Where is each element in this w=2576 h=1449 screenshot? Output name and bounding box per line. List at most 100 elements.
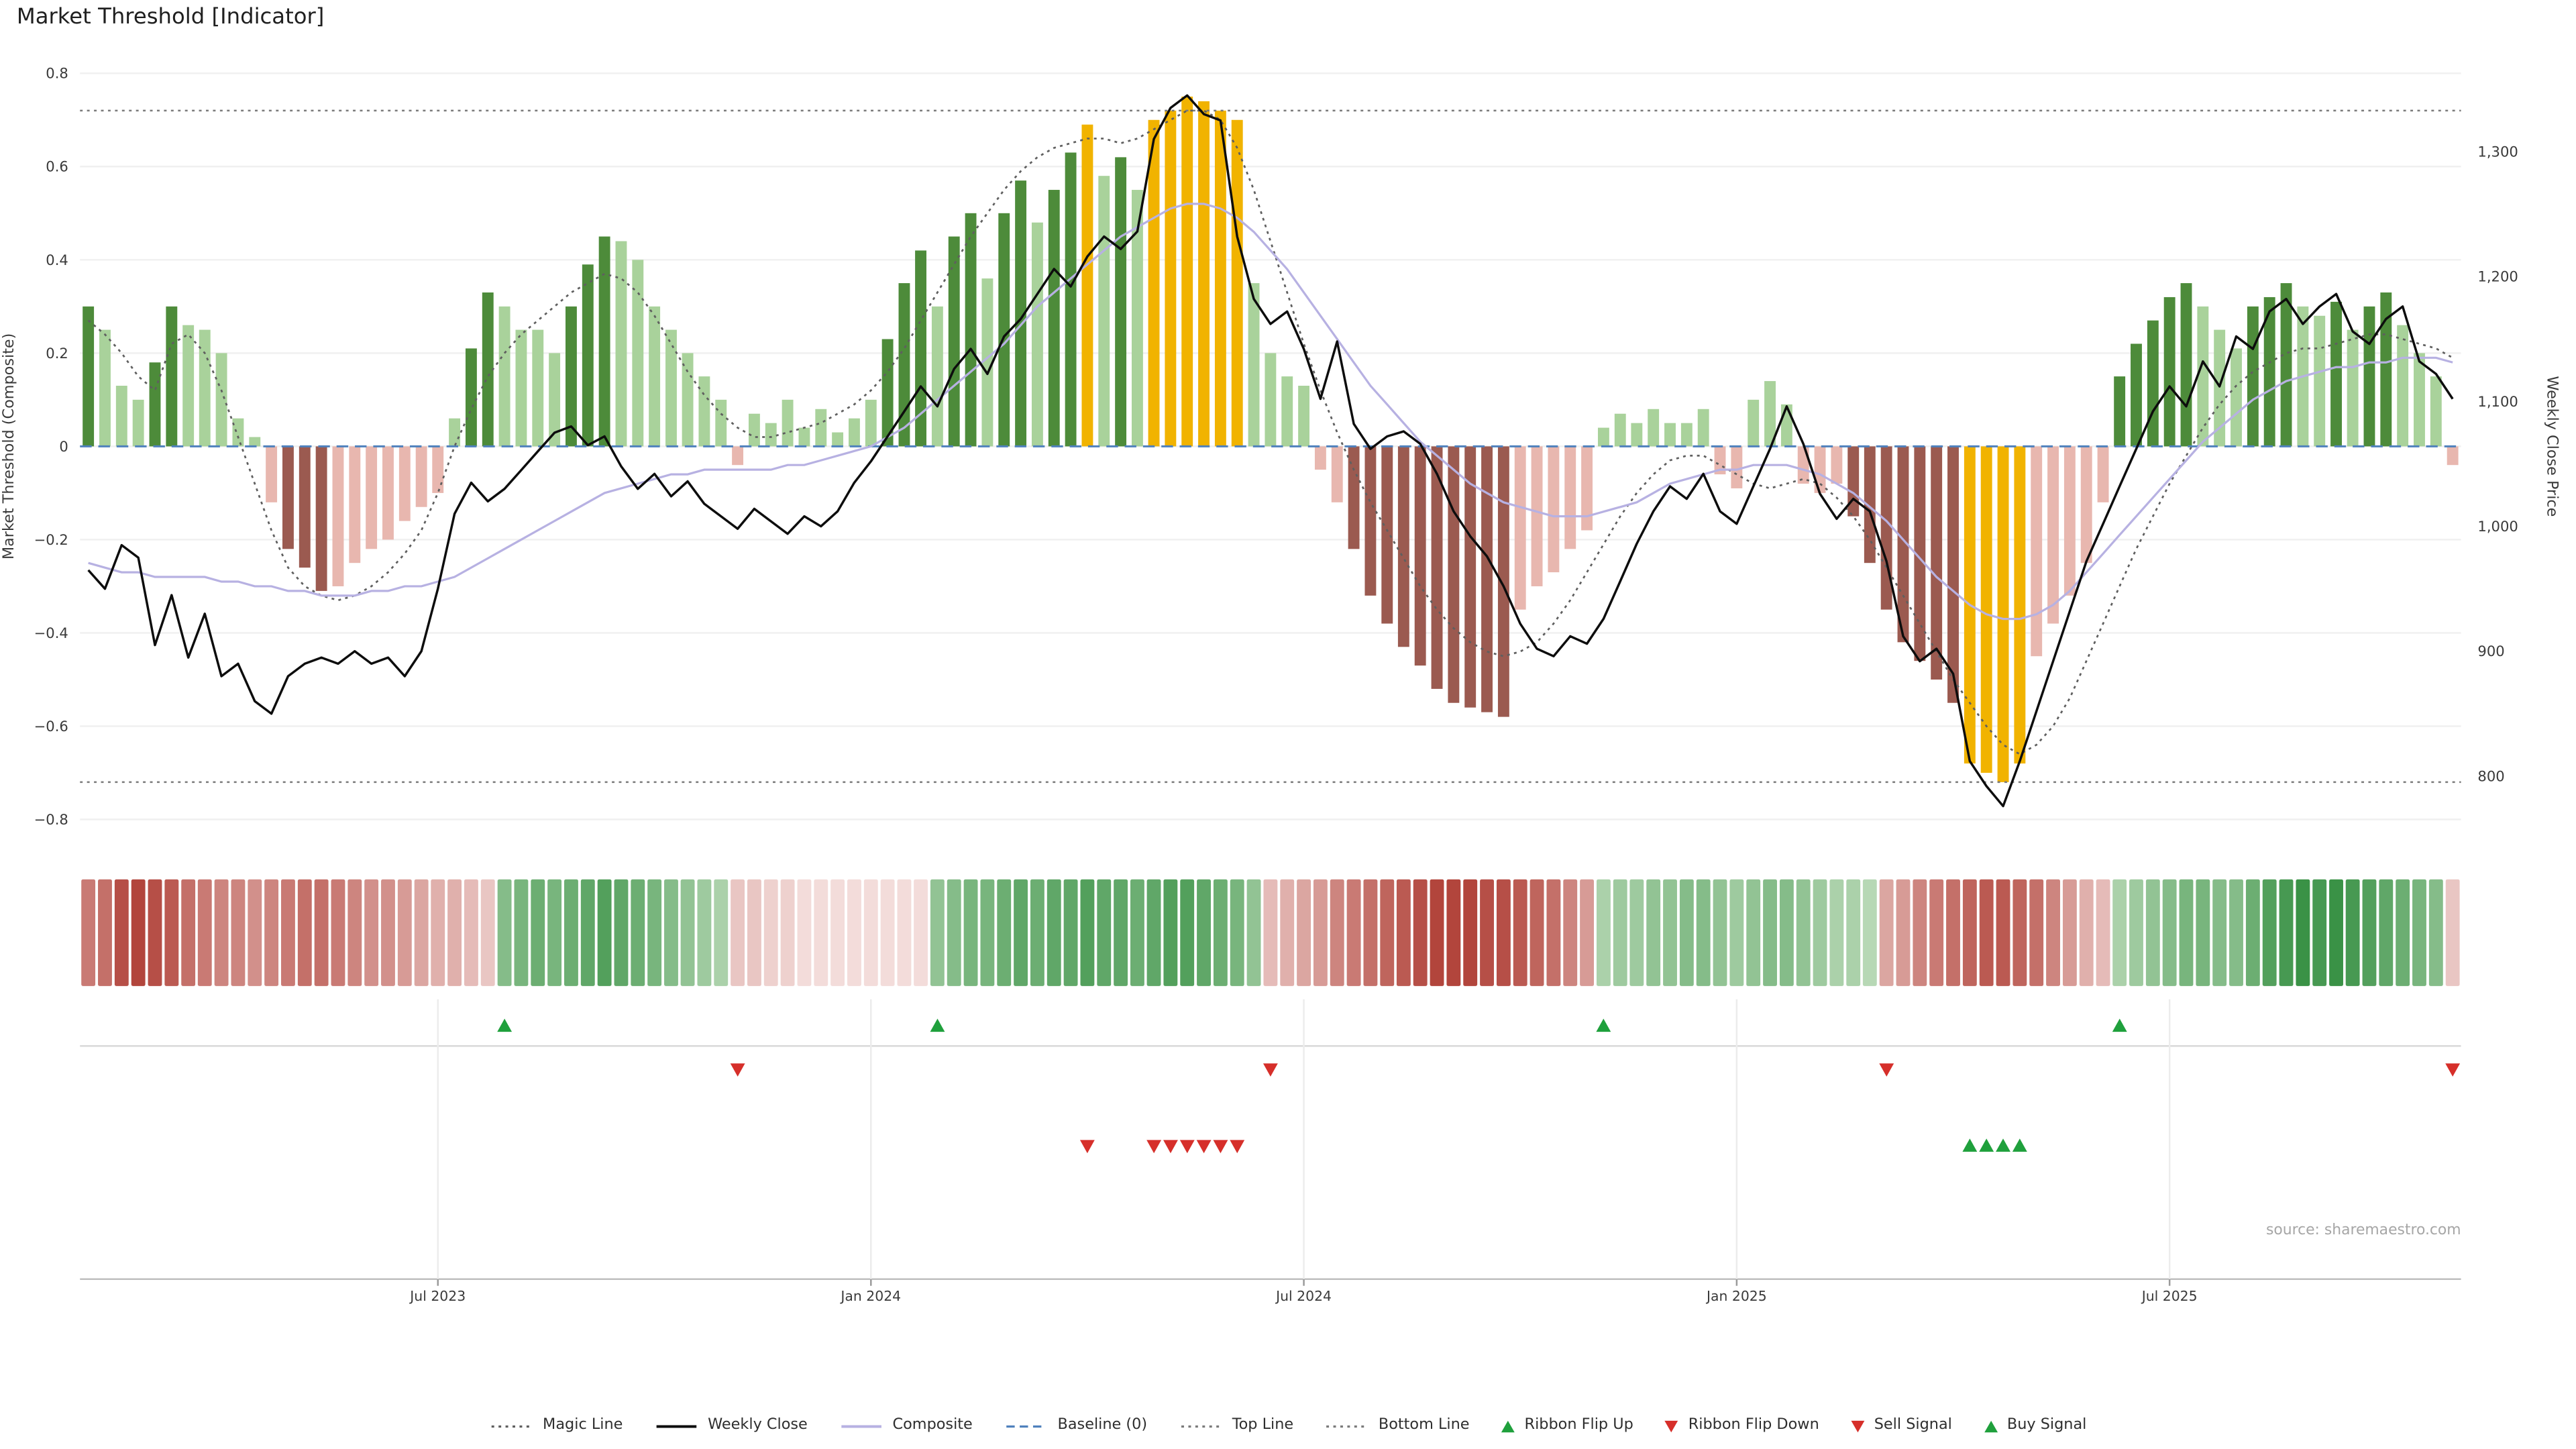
threshold-bar [1664, 423, 1676, 447]
ribbon-cell [381, 879, 395, 986]
ribbon-cell [1097, 879, 1112, 986]
threshold-bar [1414, 446, 1426, 666]
ribbon-cell [797, 879, 812, 986]
ribbon-flip-up-marker [2112, 1018, 2127, 1032]
threshold-bar [898, 283, 910, 447]
threshold-bar [299, 446, 311, 568]
ribbon-cell [597, 879, 612, 986]
threshold-bar [1497, 446, 1509, 717]
legend-item-weekly-close: Weekly Close [655, 1417, 808, 1434]
threshold-bar [848, 418, 860, 447]
ribbon-cell [497, 879, 512, 986]
threshold-bar [2014, 446, 2026, 764]
sell-signal-marker [1079, 1140, 1095, 1154]
x-axis-tick: Jul 2024 [1275, 1288, 1332, 1304]
ribbon-cell [814, 879, 828, 986]
threshold-bar [1115, 157, 1127, 447]
threshold-bar [2263, 297, 2275, 447]
threshold-bar [1780, 404, 1792, 447]
composite-swatch [839, 1418, 883, 1433]
ribbon-cell [1962, 879, 1977, 986]
ribbon-cell [1813, 879, 1827, 986]
ribbon-cell [1679, 879, 1694, 986]
threshold-bar [1481, 446, 1493, 712]
ribbon-cell [1946, 879, 1960, 986]
ribbon-cell [1746, 879, 1761, 986]
buy-signal-marker [1962, 1138, 1978, 1152]
threshold-bar [2147, 320, 2159, 447]
ribbon-cell [780, 879, 795, 986]
composite-line-path [88, 203, 2453, 621]
threshold-bar [815, 409, 827, 447]
ribbon-cell [2162, 879, 2177, 986]
weekly-close-line [87, 94, 2454, 808]
threshold-bar [1947, 446, 1959, 703]
threshold-bar [1548, 446, 1560, 573]
ribbon-cell [1063, 879, 1078, 986]
ribbon-cell [148, 879, 162, 986]
legend-item-sell-signal: Sell Signal [1850, 1417, 1952, 1434]
sell-signal-marker [1179, 1140, 1195, 1154]
threshold-bar [532, 329, 544, 447]
ribbon-cell [547, 879, 562, 986]
ribbon-cell [347, 879, 362, 986]
ribbon-cell [2112, 879, 2127, 986]
ribbon-cell [1529, 879, 1544, 986]
legend-label: Composite [892, 1417, 973, 1434]
x-axis-tick: Jul 2025 [2141, 1288, 2198, 1304]
ribbon-cell [1297, 879, 1311, 986]
threshold-bar [1131, 190, 1143, 447]
right-axis-tick: 1,300 [2477, 143, 2518, 160]
signal-panel [80, 999, 2461, 1286]
ribbon-cell [231, 879, 246, 986]
ribbon-cell [2079, 879, 2094, 986]
bars-layer [83, 97, 2459, 782]
ribbon-cell [697, 879, 712, 986]
ribbon-cell [1613, 879, 1627, 986]
ribbon-cell [248, 879, 262, 986]
threshold-bar [615, 241, 627, 447]
threshold-bar [1831, 446, 1843, 484]
ribbon-cell [1030, 879, 1044, 986]
threshold-bar [2247, 306, 2259, 447]
ribbon-cell [680, 879, 695, 986]
threshold-bar [732, 446, 744, 466]
threshold-bar [1464, 446, 1477, 708]
ribbon-cell [2312, 879, 2327, 986]
ribbon-cell [1446, 879, 1461, 986]
threshold-bar [382, 446, 394, 540]
ribbon-flip-down-marker [1879, 1063, 1894, 1077]
ribbon-cell [1246, 879, 1261, 986]
ribbon-cell [564, 879, 578, 986]
ribbon-cell [1913, 879, 1927, 986]
ribbon-cell [1629, 879, 1644, 986]
ribbon-flip-down-icon [1664, 1419, 1678, 1432]
ribbon-cell [2412, 879, 2426, 986]
ribbon-cell [1130, 879, 1144, 986]
threshold-bar [2447, 446, 2459, 466]
ribbon-cell [647, 879, 662, 986]
ribbon-cell [1480, 879, 1494, 986]
ribbon-cell [2229, 879, 2243, 986]
threshold-bar [1098, 176, 1110, 447]
ribbon-cell [1330, 879, 1344, 986]
ribbon-cell [2212, 879, 2227, 986]
ribbon-cell [1896, 879, 1911, 986]
ribbon-cell [963, 879, 978, 986]
threshold-bar [1680, 423, 1693, 447]
threshold-bar [2180, 283, 2192, 447]
legend-label: Ribbon Flip Up [1524, 1417, 1633, 1434]
ribbon-cell [2345, 879, 2360, 986]
legend-label: Buy Signal [2006, 1417, 2087, 1434]
ribbon-cell [2145, 879, 2160, 986]
ribbon-cell [763, 879, 778, 986]
threshold-bar [2430, 376, 2442, 447]
threshold-bar [2330, 301, 2342, 447]
threshold-bar [682, 353, 694, 447]
ribbon-cell [1546, 879, 1561, 986]
ribbon-cell [1779, 879, 1794, 986]
buy-signal-marker [2012, 1138, 2027, 1152]
threshold-bar [1281, 376, 1293, 447]
sell-signal-marker [1146, 1140, 1162, 1154]
